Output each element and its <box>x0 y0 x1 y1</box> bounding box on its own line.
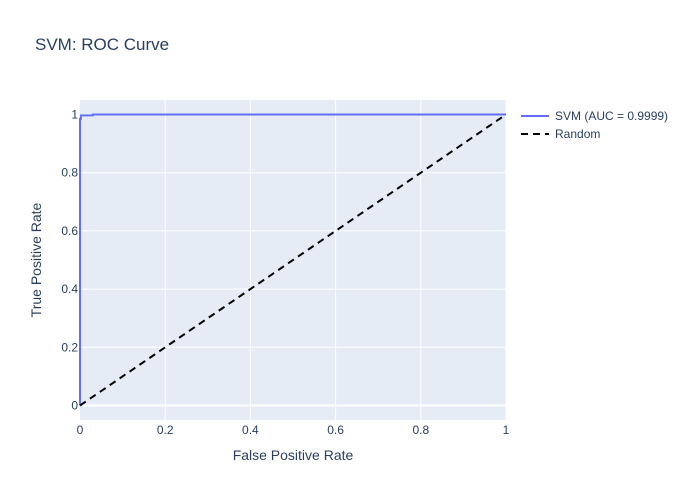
x-axis: 0 0.2 0.4 0.6 0.8 1 <box>77 423 510 437</box>
legend[interactable]: SVM (AUC = 0.9999) Random <box>521 109 668 141</box>
x-tick-label: 0 <box>77 423 84 437</box>
y-tick-label: 1 <box>71 108 78 122</box>
series-layer <box>79 113 507 407</box>
x-tick-label: 0.2 <box>157 423 174 437</box>
legend-item-svm[interactable]: SVM (AUC = 0.9999) <box>521 109 668 123</box>
legend-label: Random <box>555 127 600 141</box>
legend-item-random[interactable]: Random <box>521 127 600 141</box>
series-line-svm <box>79 113 506 406</box>
series-line-random <box>79 113 507 407</box>
y-tick-label: 0.2 <box>61 340 78 354</box>
legend-label: SVM (AUC = 0.9999) <box>555 109 668 123</box>
x-tick-label: 0.6 <box>327 423 344 437</box>
y-tick-label: 0.6 <box>61 224 78 238</box>
chart-title: SVM: ROC Curve <box>35 35 169 54</box>
y-axis: 0 0.2 0.4 0.6 0.8 1 <box>61 108 78 413</box>
y-tick-label: 0.4 <box>61 282 78 296</box>
y-axis-title: True Positive Rate <box>28 202 44 317</box>
x-tick-label: 0.8 <box>412 423 429 437</box>
y-tick-label: 0.8 <box>61 166 78 180</box>
x-axis-title: False Positive Rate <box>233 447 354 463</box>
x-tick-label: 0.4 <box>242 423 259 437</box>
y-tick-label: 0 <box>71 398 78 412</box>
x-tick-label: 1 <box>503 423 510 437</box>
